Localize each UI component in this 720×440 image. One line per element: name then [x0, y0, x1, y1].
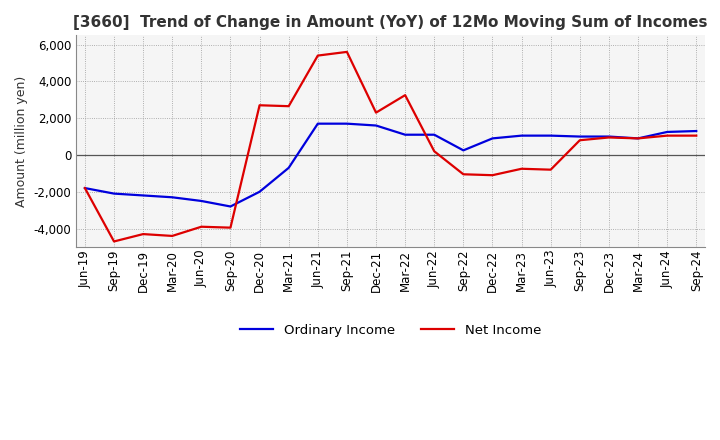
Ordinary Income — [109, 191, 118, 196]
Title: [3660]  Trend of Change in Amount (YoY) of 12Mo Moving Sum of Incomes: [3660] Trend of Change in Amount (YoY) o… — [73, 15, 708, 30]
Legend: Ordinary Income, Net Income: Ordinary Income, Net Income — [235, 319, 546, 342]
Net Income — [81, 185, 89, 191]
Ordinary Income — [284, 165, 293, 170]
Net Income — [168, 233, 176, 238]
Net Income — [663, 133, 672, 138]
Net Income — [313, 53, 322, 58]
Ordinary Income — [168, 194, 176, 200]
Ordinary Income — [226, 204, 235, 209]
Ordinary Income — [546, 133, 555, 138]
Ordinary Income — [256, 189, 264, 194]
Net Income — [372, 110, 380, 115]
Net Income — [139, 231, 148, 237]
Line: Net Income: Net Income — [85, 52, 696, 242]
Net Income — [605, 135, 613, 140]
Net Income — [488, 172, 497, 178]
Net Income — [197, 224, 206, 229]
Ordinary Income — [517, 133, 526, 138]
Net Income — [546, 167, 555, 172]
Net Income — [430, 149, 438, 154]
Ordinary Income — [634, 136, 642, 141]
Ordinary Income — [139, 193, 148, 198]
Net Income — [575, 138, 584, 143]
Y-axis label: Amount (million yen): Amount (million yen) — [15, 76, 28, 207]
Net Income — [343, 49, 351, 55]
Ordinary Income — [197, 198, 206, 204]
Ordinary Income — [605, 134, 613, 139]
Net Income — [284, 103, 293, 109]
Line: Ordinary Income: Ordinary Income — [85, 124, 696, 206]
Net Income — [692, 133, 701, 138]
Net Income — [109, 239, 118, 244]
Net Income — [256, 103, 264, 108]
Ordinary Income — [372, 123, 380, 128]
Net Income — [401, 92, 410, 98]
Ordinary Income — [575, 134, 584, 139]
Ordinary Income — [430, 132, 438, 137]
Ordinary Income — [81, 185, 89, 191]
Net Income — [459, 172, 468, 177]
Ordinary Income — [692, 128, 701, 134]
Net Income — [226, 225, 235, 230]
Ordinary Income — [343, 121, 351, 126]
Ordinary Income — [401, 132, 410, 137]
Ordinary Income — [488, 136, 497, 141]
Ordinary Income — [663, 129, 672, 135]
Ordinary Income — [459, 148, 468, 153]
Net Income — [634, 136, 642, 141]
Net Income — [517, 166, 526, 172]
Ordinary Income — [313, 121, 322, 126]
